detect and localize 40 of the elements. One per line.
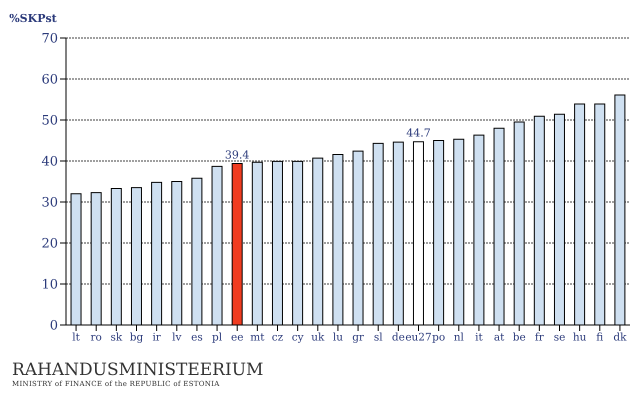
y-axis-title: %SKPst: [9, 12, 58, 25]
x-tick-label: es: [191, 331, 203, 344]
data-label: 39.4: [224, 148, 250, 162]
x-tick-label: lt: [72, 331, 81, 344]
x-tick-label: uk: [311, 331, 325, 344]
x-tick-label: it: [475, 331, 484, 344]
y-tick-label: 0: [50, 318, 58, 334]
x-tick-label: be: [512, 331, 526, 344]
x-tick-label: gr: [352, 331, 365, 344]
x-tick-label: nl: [454, 331, 464, 344]
x-tick-label: pl: [212, 331, 223, 344]
y-tick-label: 40: [41, 154, 58, 170]
x-tick-label: ro: [90, 331, 102, 344]
x-tick-label: dk: [613, 331, 628, 344]
x-tick-label: ee: [230, 331, 244, 344]
x-tick-label: se: [554, 331, 566, 344]
x-tick-label: po: [432, 331, 446, 344]
data-label: 44.7: [406, 126, 431, 140]
x-tick-label: cz: [272, 331, 284, 344]
x-tick-label: sk: [110, 331, 123, 344]
x-tick-label: hu: [572, 331, 587, 344]
x-tick-label: fr: [534, 331, 545, 344]
y-tick-label: 30: [41, 196, 58, 211]
y-tick-label: 10: [41, 278, 58, 293]
x-tick-label: at: [494, 331, 506, 344]
x-tick-label: de: [392, 331, 405, 344]
x-tick-label: eu27: [405, 331, 432, 344]
x-tick-label: bg: [130, 331, 144, 344]
y-tick-label: 70: [41, 32, 58, 47]
x-tick-label: mt: [250, 331, 266, 344]
x-tick-label: fi: [596, 331, 604, 344]
y-tick-label: 20: [41, 236, 58, 252]
y-tick-label: 60: [41, 72, 58, 88]
x-tick-label: ir: [152, 331, 162, 344]
x-tick-label: cy: [292, 331, 304, 344]
x-tick-label: lu: [332, 331, 344, 344]
x-tick-label: lv: [172, 331, 182, 344]
x-tick-label: sl: [374, 331, 384, 344]
y-tick-label: 50: [41, 114, 58, 129]
text: RAHANDUSMINISTEERIUM: [12, 360, 264, 380]
